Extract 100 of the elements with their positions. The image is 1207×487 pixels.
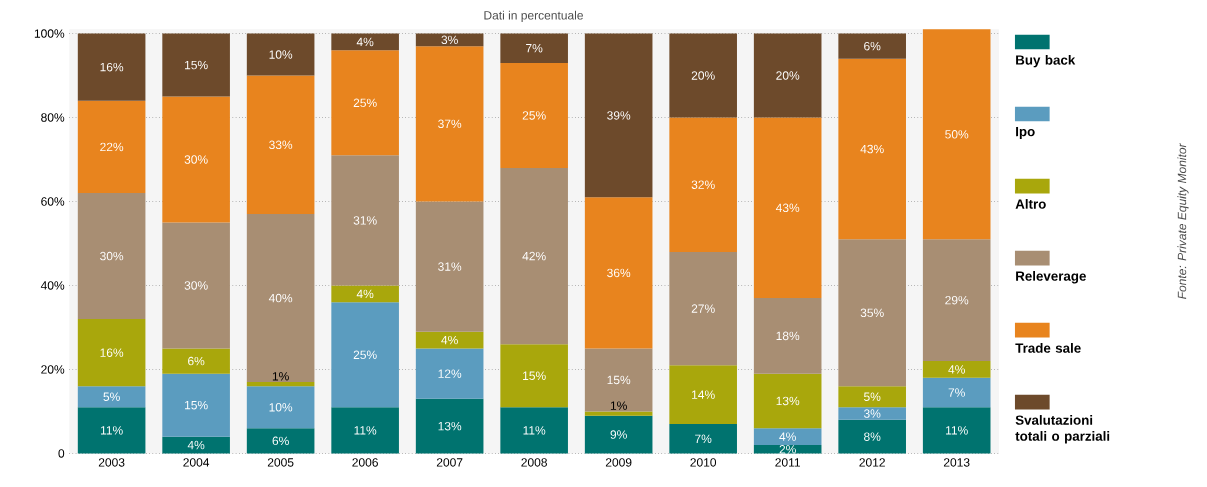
data-label: 1% (272, 372, 289, 381)
data-label: 7% (526, 44, 543, 53)
x-tick-label: 2008 (521, 458, 547, 467)
data-label: 2% (779, 445, 796, 454)
data-label: 15% (185, 401, 208, 410)
bar (331, 33, 399, 51)
bar (331, 407, 399, 454)
data-label: 5% (863, 392, 881, 402)
bar (415, 331, 484, 349)
data-label: 13% (776, 396, 800, 406)
bar (500, 344, 568, 408)
bar (246, 386, 315, 429)
bar (246, 214, 315, 383)
data-label: 33% (269, 140, 293, 150)
bar (500, 33, 568, 64)
x-tick-label: 2013 (943, 458, 970, 467)
bar (331, 50, 399, 156)
bar (162, 436, 230, 454)
bar (753, 428, 822, 446)
data-label: 6% (188, 356, 205, 366)
y-tick-label: 20% (41, 365, 65, 374)
bar (753, 373, 822, 429)
x-tick-label: 2006 (352, 458, 378, 467)
bar (415, 201, 484, 332)
data-label: 16% (100, 348, 124, 358)
data-label: 10% (269, 403, 293, 412)
data-label: 8% (864, 432, 881, 442)
data-label: 30% (184, 281, 208, 290)
legend-label: Altro (1015, 199, 1046, 209)
data-label: 11% (354, 426, 377, 435)
bar (77, 319, 146, 387)
data-label: 31% (438, 262, 462, 271)
bar (753, 117, 822, 299)
bar (753, 298, 822, 374)
data-label: 15% (607, 375, 631, 385)
data-label: 9% (610, 430, 627, 439)
bar (584, 411, 653, 416)
bar (246, 382, 315, 387)
bar (77, 100, 146, 194)
data-label: 4% (441, 335, 458, 345)
data-label: 15% (523, 371, 546, 381)
data-label: 20% (776, 71, 800, 80)
data-label: 31% (353, 216, 377, 225)
data-label: 4% (187, 440, 205, 450)
data-label: 11% (523, 426, 546, 435)
legend-label: Trade sale (1015, 343, 1081, 353)
data-label: 14% (692, 390, 715, 399)
x-tick-label: 2003 (98, 458, 125, 467)
bar (584, 348, 653, 412)
data-label: 4% (356, 37, 374, 47)
x-tick-label: 2010 (690, 458, 717, 467)
data-label: 6% (864, 41, 881, 51)
data-label: 35% (860, 308, 884, 318)
bar (753, 33, 822, 118)
data-label: 7% (948, 388, 965, 397)
data-label: 27% (691, 304, 715, 313)
data-label: 50% (945, 130, 969, 139)
data-label: 25% (522, 111, 546, 120)
x-tick-label: 2012 (859, 458, 885, 467)
y-tick-label: 80% (41, 113, 65, 122)
data-label: 25% (353, 98, 377, 108)
x-tick-label: 2011 (775, 458, 800, 467)
bar (331, 285, 399, 303)
bar (669, 33, 737, 118)
bar (162, 96, 230, 223)
data-label: 30% (184, 155, 208, 164)
x-tick-label: 2009 (605, 458, 632, 467)
bar (584, 415, 653, 454)
bar (331, 155, 399, 286)
bar (500, 168, 568, 345)
bar (922, 407, 991, 454)
chart-title: Dati in percentuale (484, 10, 583, 23)
data-label: 39% (607, 111, 631, 120)
bar (669, 424, 737, 454)
data-label: 4% (948, 365, 965, 374)
data-label: 11% (946, 426, 968, 435)
bar (415, 348, 484, 399)
data-label: 36% (607, 268, 631, 278)
data-label: 11% (100, 426, 123, 435)
bar (415, 398, 484, 454)
data-label: 16% (100, 62, 124, 72)
data-label: 1% (610, 401, 627, 410)
data-label: 25% (353, 350, 377, 360)
bar (838, 386, 906, 408)
y-tick-label: 0 (58, 449, 65, 458)
bar (500, 407, 568, 454)
bar (246, 33, 315, 76)
bar (838, 407, 906, 420)
y-tick-label: 40% (40, 281, 65, 290)
bar (500, 63, 568, 169)
bar (838, 58, 906, 240)
bar (77, 386, 146, 408)
data-label: 7% (695, 434, 712, 444)
data-label: 3% (863, 409, 881, 418)
x-tick-label: 2007 (436, 458, 463, 467)
data-label: 20% (691, 71, 715, 80)
bar (922, 377, 991, 408)
data-label: 4% (779, 432, 796, 441)
bar (669, 365, 737, 425)
bar (838, 419, 906, 454)
